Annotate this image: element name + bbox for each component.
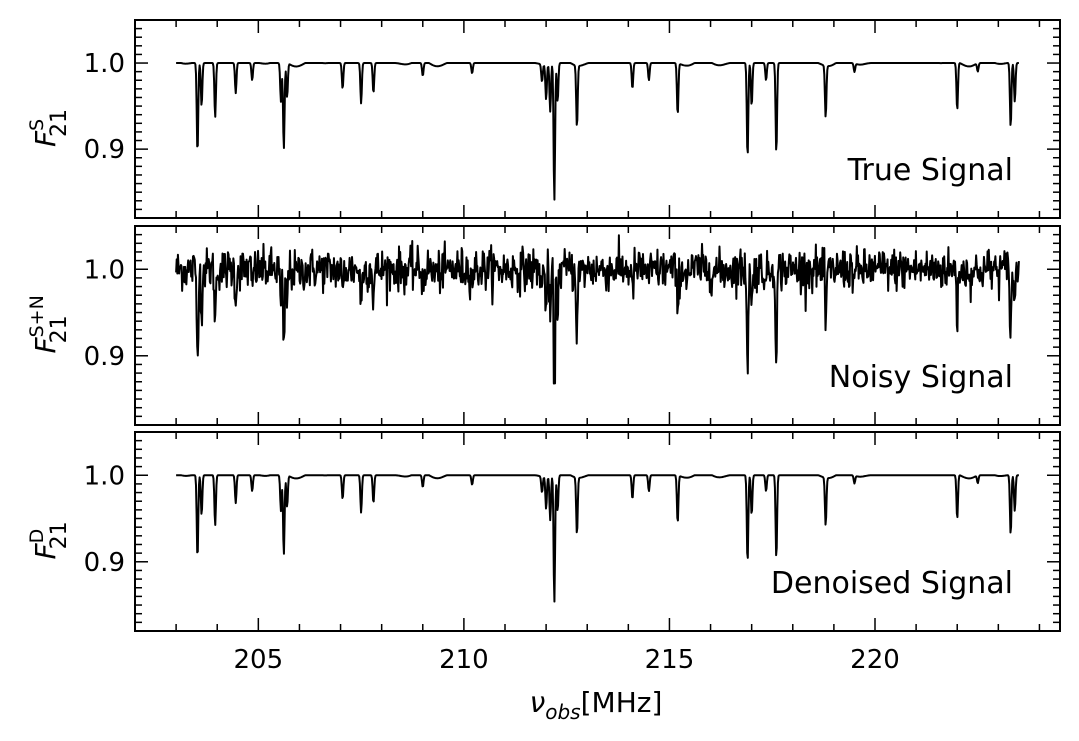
- x-tick-labels: 205 210 215 220: [234, 645, 900, 675]
- denoised-signal-plot: 0.9 1.0: [84, 431, 1061, 632]
- ylabel-sup: S: [26, 119, 48, 131]
- panel-true-signal: 0.9 1.0 True Signal FS21: [26, 19, 1061, 219]
- ylabel-base: F: [29, 337, 62, 354]
- y-tick-label: 1.0: [84, 49, 125, 79]
- x-tick-label: 205: [234, 645, 284, 675]
- noisy-signal-annotation: Noisy Signal: [829, 360, 1013, 395]
- noisy-signal-ylabel: FS+N21: [26, 295, 72, 353]
- ylabel-sub: 21: [47, 521, 72, 549]
- ylabel-sub: 21: [47, 109, 72, 137]
- noisy-signal-plot: 0.9 1.0: [84, 225, 1061, 426]
- x-tick-label: 220: [850, 645, 900, 675]
- denoised-signal-ylabel: FD21: [26, 521, 72, 559]
- true-signal-annotation: True Signal: [847, 153, 1013, 188]
- panel-frame: [134, 225, 1061, 426]
- y-tick-label: 0.9: [84, 548, 125, 578]
- x-tick-label: 215: [645, 645, 695, 675]
- y-tick-label: 0.9: [84, 135, 125, 165]
- true-signal-plot: 0.9 1.0: [84, 19, 1061, 219]
- ylabel-sup: S+N: [26, 295, 48, 337]
- panel-noisy-signal: 0.9 1.0 Noisy Signal FS+N21: [26, 225, 1061, 426]
- panel-frame: [134, 19, 1061, 219]
- xlabel-subscript: obs: [545, 700, 580, 724]
- denoised-signal-annotation: Denoised Signal: [771, 566, 1013, 601]
- ylabel-base: F: [29, 543, 62, 560]
- xlabel-unit: [MHz]: [581, 686, 663, 719]
- series-line-true: [175, 62, 1020, 201]
- series-line-denoised: [175, 474, 1020, 603]
- y-tick-label: 1.0: [84, 461, 125, 491]
- panel-frame: [134, 431, 1061, 632]
- y-tick-label: 1.0: [84, 255, 125, 285]
- panel-denoised-signal: 0.9 1.0 Denoised Signal FD21: [26, 431, 1061, 632]
- ylabel-sub: 21: [47, 315, 72, 343]
- true-signal-ylabel: FS21: [26, 109, 72, 147]
- x-tick-label: 210: [439, 645, 489, 675]
- xlabel-symbol: ν: [530, 686, 546, 719]
- ylabel-sup: D: [26, 529, 48, 544]
- y-tick-label: 0.9: [84, 342, 125, 372]
- x-axis-label: νobs[MHz]: [530, 686, 663, 724]
- series-line-noisy: [175, 234, 1020, 385]
- ylabel-base: F: [29, 130, 62, 147]
